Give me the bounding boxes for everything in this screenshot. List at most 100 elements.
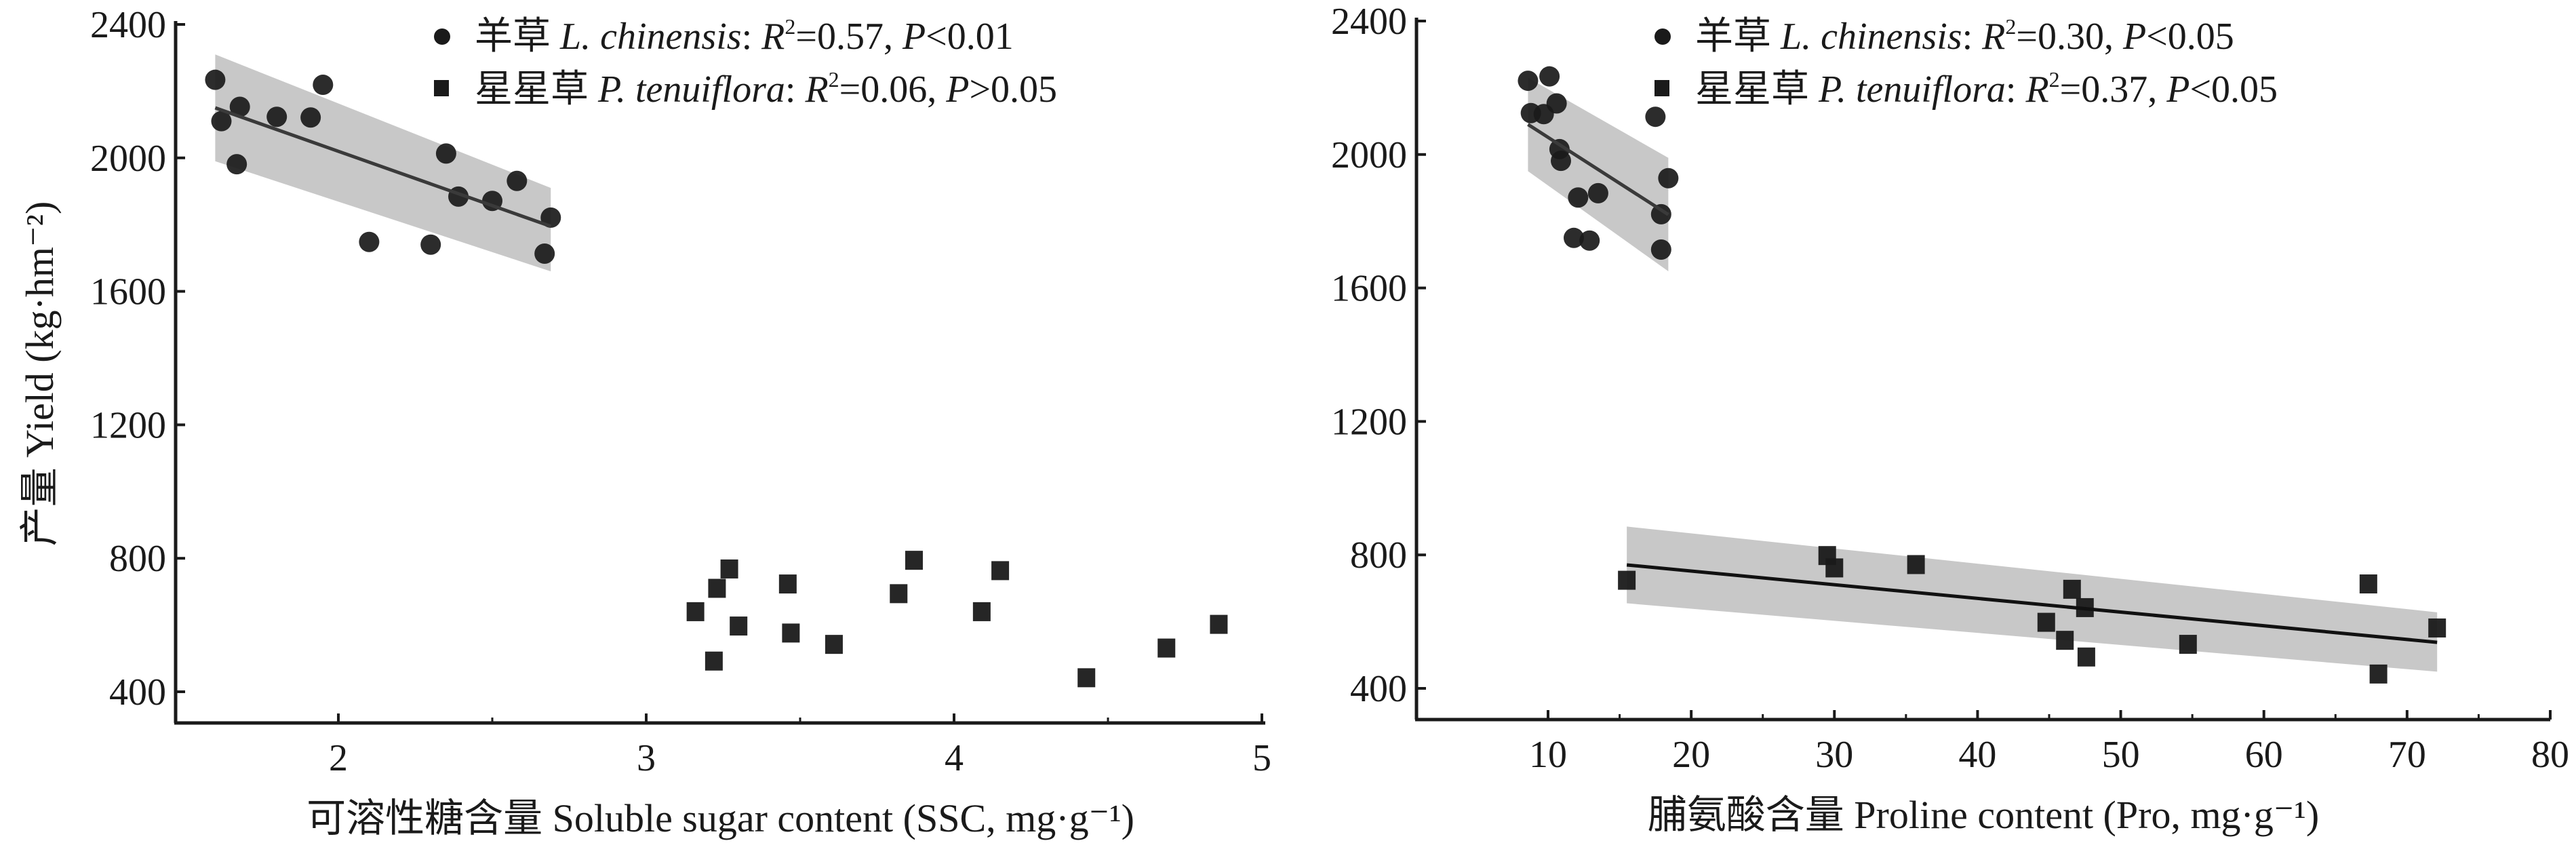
data-point-lchinensis [420, 234, 441, 255]
legend-superscript: 2 [785, 14, 795, 39]
legend-equals: = [2060, 68, 2082, 111]
x-tick-label: 80 [2531, 734, 2569, 776]
legend-colon: : [742, 16, 762, 58]
legend-r-symbol: R [804, 68, 828, 111]
y-tick-label: 1200 [90, 404, 166, 446]
legend-comma: , [2104, 16, 2123, 58]
legend-superscript: 2 [2049, 67, 2060, 92]
data-point-ptenuiflora [708, 579, 726, 598]
legend-p-symbol: P [945, 68, 969, 111]
data-point-ptenuiflora [972, 602, 991, 621]
legend-marker-square [1654, 80, 1669, 96]
x-axis-title: 脯氨酸含量 Proline content (Pro, mg·g⁻¹) [1648, 793, 2319, 837]
legend-r-symbol: R [2025, 68, 2048, 111]
data-point-ptenuiflora [2359, 574, 2377, 594]
data-point-ptenuiflora [1210, 614, 1228, 634]
legend-p-value: <0.05 [2146, 16, 2234, 58]
data-point-lchinensis [435, 143, 456, 164]
data-point-ptenuiflora [730, 616, 748, 636]
legend-equals: = [2016, 16, 2038, 58]
x-tick-label: 2 [329, 737, 348, 779]
data-point-ptenuiflora [2179, 635, 2197, 654]
legend-r2-value: 0.57 [817, 16, 884, 58]
data-point-lchinensis [359, 231, 380, 252]
legend-marker-circle [434, 28, 450, 45]
legend-cn-name: 羊草 [475, 16, 551, 58]
y-tick-label: 800 [109, 538, 166, 580]
data-point-lchinensis [226, 154, 247, 175]
regression-line-circle [214, 106, 552, 229]
x-tick-label: 60 [2245, 734, 2283, 776]
data-point-lchinensis [211, 111, 232, 132]
legend-space [589, 68, 598, 111]
legend-colon: : [1962, 16, 1983, 58]
confidence-band-circle [1528, 77, 1669, 271]
legend-comma: , [2147, 68, 2166, 111]
data-point-ptenuiflora [2056, 631, 2074, 650]
x-axis-title: 可溶性糖含量 Soluble sugar content (SSC, mg·g⁻… [306, 796, 1134, 840]
y-tick-label: 1600 [90, 271, 166, 313]
data-point-lchinensis [1568, 187, 1589, 208]
x-tick-label: 40 [1958, 734, 1996, 776]
y-axis-title: 产量 Yield (kg·hm⁻²) [18, 201, 62, 547]
legend-comma: , [927, 68, 946, 111]
legend-r-symbol: R [761, 16, 785, 58]
legend-comma: , [884, 16, 903, 58]
data-point-ptenuiflora [1618, 570, 1636, 590]
data-point-ptenuiflora [720, 559, 738, 579]
data-point-ptenuiflora [991, 561, 1010, 581]
data-point-lchinensis [507, 170, 528, 191]
legend-cn-name: 羊草 [1695, 16, 1771, 58]
x-tick-label: 50 [2102, 734, 2140, 776]
legend-entry: 星星草 P. tenuiflora: R2=0.06, P>0.05 [475, 67, 1057, 111]
data-point-lchinensis [313, 75, 334, 96]
x-tick-label: 30 [1815, 734, 1853, 776]
data-point-ptenuiflora [1825, 558, 1844, 578]
data-point-ptenuiflora [782, 623, 800, 643]
regression-line-circle [1527, 123, 1669, 216]
legend-cn-name: 星星草 [475, 68, 589, 111]
legend-p-value: <0.01 [926, 16, 1014, 58]
legend-equals: = [795, 16, 817, 58]
legend-entry: 星星草 P. tenuiflora: R2=0.37, P<0.05 [1695, 67, 2278, 111]
data-point-ptenuiflora [2063, 579, 2081, 599]
data-point-lchinensis [1539, 66, 1560, 87]
data-point-lchinensis [1551, 151, 1572, 172]
y-tick-label: 2000 [90, 138, 166, 180]
legend-r2-value: 0.06 [860, 68, 927, 111]
legend-space [551, 16, 560, 58]
data-point-lchinensis [1546, 93, 1567, 114]
data-point-lchinensis [266, 106, 288, 128]
data-point-lchinensis [1650, 239, 1671, 260]
y-tick-label: 1200 [1331, 401, 1407, 443]
x-tick-label: 4 [945, 737, 964, 779]
legend-latin-name: P. tenuiflora [597, 68, 785, 111]
data-point-ptenuiflora [778, 574, 797, 594]
data-point-ptenuiflora [1077, 668, 1096, 688]
legend-latin-name: L. chinensis [1780, 16, 1962, 58]
data-point-ptenuiflora [686, 602, 705, 621]
legend-latin-name: L. chinensis [559, 16, 742, 58]
data-point-ptenuiflora [2037, 612, 2055, 632]
data-point-lchinensis [1645, 106, 1666, 128]
legend-p-value: <0.05 [2189, 68, 2278, 111]
y-tick-label: 800 [1350, 534, 1407, 576]
legend-marker-square [434, 80, 449, 96]
y-tick-label: 2400 [1331, 1, 1407, 43]
regression-line-square [1626, 563, 2438, 644]
legend-space [1771, 16, 1781, 58]
confidence-band-square [1627, 526, 2438, 672]
data-point-ptenuiflora [2369, 664, 2387, 684]
legend-p-symbol: P [2122, 16, 2146, 58]
legend-superscript: 2 [2005, 14, 2016, 39]
y-tick-label: 400 [1350, 668, 1407, 710]
x-tick-label: 70 [2388, 734, 2426, 776]
data-point-ptenuiflora [1157, 638, 1176, 658]
data-point-ptenuiflora [705, 651, 723, 671]
panel-proline-vs-yield: 400 800 1200 1600 2000 2400 10 20 30 40 50 60 70 80 脯氨… [1331, 1, 2569, 837]
x-tick-label: 5 [1252, 737, 1271, 779]
y-tick-label: 400 [109, 671, 166, 713]
data-point-lchinensis [300, 107, 321, 128]
legend-p-symbol: P [2166, 68, 2189, 111]
